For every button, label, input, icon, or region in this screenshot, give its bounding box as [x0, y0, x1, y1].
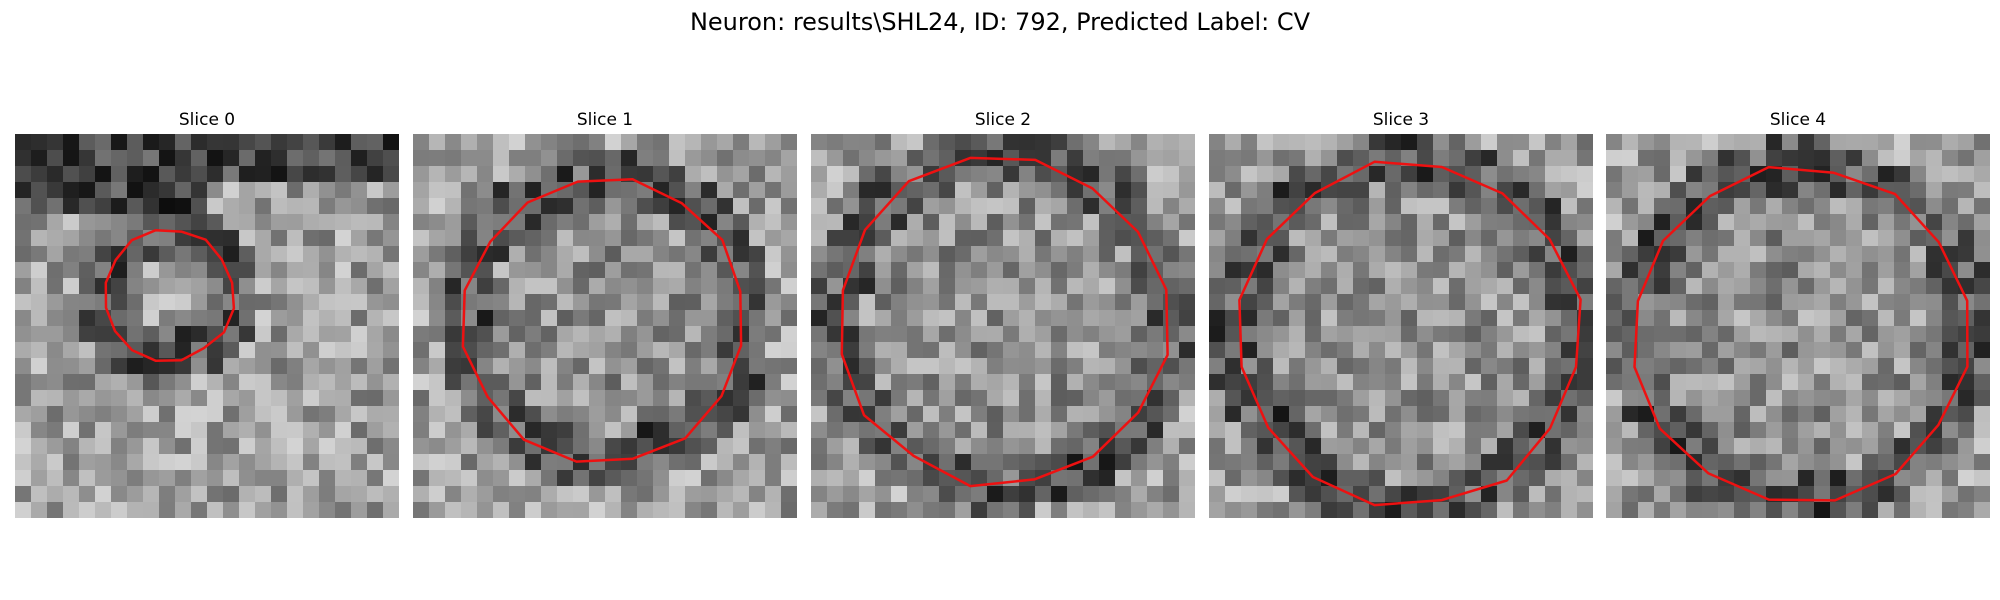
figure-title: Neuron: results\SHL24, ID: 792, Predicte… [689, 8, 1311, 36]
slice-2-title: Slice 2 [974, 110, 1032, 130]
slice-0-image [15, 134, 399, 518]
segmentation-contour [461, 178, 743, 463]
pixel-grid [1606, 134, 1990, 518]
pixel-grid [1209, 134, 1593, 518]
slice-2-image [811, 134, 1195, 518]
pixel-grid [811, 134, 1195, 518]
segmentation-contour [104, 228, 236, 362]
slice-4-title: Slice 4 [1769, 110, 1827, 130]
segmentation-contour [1633, 165, 1969, 502]
slice-1-image [413, 134, 797, 518]
segmentation-contour [1238, 160, 1582, 507]
slice-3-title: Slice 3 [1372, 110, 1430, 130]
slice-0-title: Slice 0 [178, 110, 236, 130]
slice-4-image [1606, 134, 1990, 518]
pixel-grid [15, 134, 399, 518]
segmentation-contour [840, 156, 1169, 488]
slice-1-title: Slice 1 [576, 110, 634, 130]
slice-3-image [1209, 134, 1593, 518]
